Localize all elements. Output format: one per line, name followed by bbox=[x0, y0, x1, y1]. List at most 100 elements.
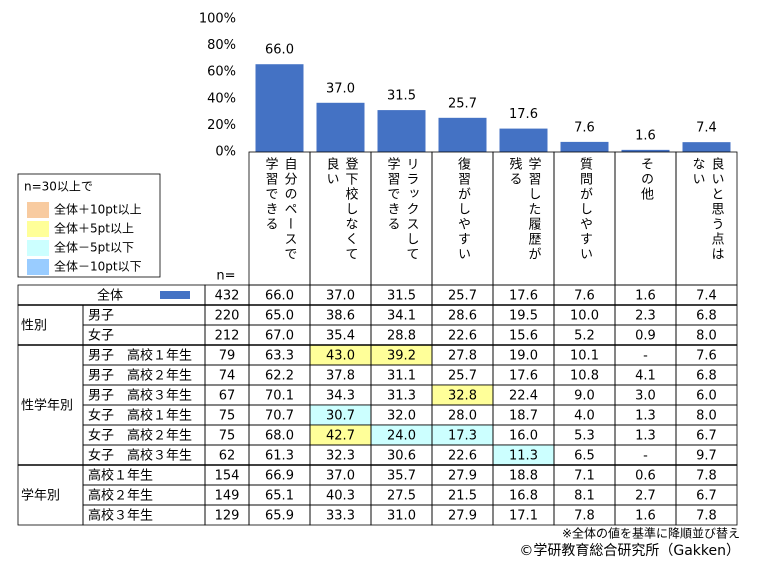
row-label: 女子 高校３年生 bbox=[88, 448, 192, 464]
n-value: 79 bbox=[219, 349, 236, 364]
table-value: 37.0 bbox=[326, 469, 355, 484]
n-value: 75 bbox=[219, 429, 236, 444]
table-value: 42.7 bbox=[326, 429, 355, 444]
table-value: 43.0 bbox=[326, 349, 355, 364]
table-value: 27.8 bbox=[448, 349, 477, 364]
table-value: 61.3 bbox=[265, 449, 294, 464]
table-value: 5.3 bbox=[574, 429, 595, 444]
value-label: 17.6 bbox=[509, 107, 538, 122]
table-value: 7.6 bbox=[574, 289, 595, 304]
category-label: 良いと思う点はない bbox=[689, 157, 724, 262]
highlight bbox=[493, 445, 554, 465]
table-value: - bbox=[643, 449, 648, 464]
highlight bbox=[371, 345, 432, 365]
n-value: 212 bbox=[215, 329, 240, 344]
legend-swatch bbox=[27, 240, 49, 256]
y-tick-label: 0% bbox=[215, 145, 236, 160]
table-value: 6.0 bbox=[696, 389, 717, 404]
table-value: 8.0 bbox=[696, 409, 717, 424]
table-value: 7.6 bbox=[696, 349, 717, 364]
table-value: 6.7 bbox=[696, 429, 717, 444]
table-value: 16.0 bbox=[509, 429, 538, 444]
value-label: 31.5 bbox=[387, 89, 416, 104]
table-value: 19.0 bbox=[509, 349, 538, 364]
table-value: 10.8 bbox=[570, 369, 599, 384]
table-value: 1.6 bbox=[635, 289, 656, 304]
row-label: 全体 bbox=[97, 288, 123, 304]
note: ※全体の値を基準に降順並び替え bbox=[562, 526, 740, 541]
table-value: 1.3 bbox=[635, 409, 656, 424]
table-value: 6.8 bbox=[696, 369, 717, 384]
group-label: 性別 bbox=[21, 319, 47, 334]
table-value: 17.3 bbox=[448, 429, 477, 444]
table-value: 28.6 bbox=[448, 309, 477, 324]
bar bbox=[560, 141, 609, 152]
highlight bbox=[310, 425, 371, 445]
table-value: 17.6 bbox=[509, 369, 538, 384]
table-value: 4.0 bbox=[574, 409, 595, 424]
n-value: 129 bbox=[215, 509, 240, 524]
table-value: 5.2 bbox=[574, 329, 595, 344]
table-value: 39.2 bbox=[387, 349, 416, 364]
row-label: 女子 高校２年生 bbox=[88, 428, 192, 444]
table-value: 65.0 bbox=[265, 309, 294, 324]
table-value: 70.7 bbox=[265, 409, 294, 424]
table-value: 40.3 bbox=[326, 489, 355, 504]
table-value: 34.1 bbox=[387, 309, 416, 324]
category-label: 自分のペースで学習できる bbox=[262, 157, 297, 262]
group-label: 性学年別 bbox=[21, 398, 73, 414]
table-value: 63.3 bbox=[265, 349, 294, 364]
table-value: 10.1 bbox=[570, 349, 599, 364]
bar bbox=[621, 149, 670, 152]
table-value: 7.4 bbox=[696, 289, 717, 304]
table-value: 31.0 bbox=[387, 509, 416, 524]
table-value: 2.3 bbox=[635, 309, 656, 324]
value-label: 1.6 bbox=[635, 128, 656, 143]
table-value: 27.5 bbox=[387, 489, 416, 504]
column-header: リラックスして学習できる bbox=[371, 157, 432, 281]
category-label: 復習がしやすい bbox=[455, 157, 470, 262]
table-value: 6.8 bbox=[696, 309, 717, 324]
table-value: 1.6 bbox=[635, 509, 656, 524]
table-value: 24.0 bbox=[387, 429, 416, 444]
legend-swatch bbox=[27, 202, 49, 218]
table-value: 25.7 bbox=[448, 369, 477, 384]
table-value: 25.7 bbox=[448, 289, 477, 304]
table-value: 7.8 bbox=[696, 469, 717, 484]
n-value: 67 bbox=[219, 389, 236, 404]
table-value: 32.8 bbox=[448, 389, 477, 404]
y-tick-label: 100% bbox=[199, 12, 236, 27]
table-value: 66.9 bbox=[265, 469, 294, 484]
credit: ©学研教育総合研究所（Gakken） bbox=[519, 543, 740, 559]
n-value: 62 bbox=[219, 449, 236, 464]
bar bbox=[316, 102, 365, 152]
group-label: 学年別 bbox=[21, 488, 60, 504]
y-tick-label: 60% bbox=[207, 65, 236, 80]
table-value: - bbox=[643, 349, 648, 364]
row-label: 高校３年生 bbox=[88, 508, 153, 524]
category-label: リラックスして学習できる bbox=[384, 157, 419, 262]
legend-swatch bbox=[27, 259, 49, 275]
table-value: 17.6 bbox=[509, 289, 538, 304]
category-label: 登下校しなくて良い bbox=[323, 157, 358, 262]
bar bbox=[438, 117, 487, 152]
table-value: 17.1 bbox=[509, 509, 538, 524]
table-value: 7.8 bbox=[696, 509, 717, 524]
table-value: 32.0 bbox=[387, 409, 416, 424]
n-value: 74 bbox=[219, 369, 236, 384]
row-label: 男子 高校２年生 bbox=[88, 368, 192, 384]
table-value: 37.8 bbox=[326, 369, 355, 384]
value-label: 25.7 bbox=[448, 96, 477, 111]
table-value: 11.3 bbox=[509, 449, 538, 464]
column-header: 登下校しなくて良い bbox=[310, 157, 371, 281]
table-value: 16.8 bbox=[509, 489, 538, 504]
y-tick-label: 40% bbox=[207, 91, 236, 106]
category-label: 学習した履歴が残る bbox=[506, 157, 541, 262]
column-header: 自分のペースで学習できる bbox=[249, 157, 310, 281]
table-value: 65.1 bbox=[265, 489, 294, 504]
bar bbox=[377, 110, 426, 152]
row-label: 女子 bbox=[88, 328, 114, 344]
table-value: 30.6 bbox=[387, 449, 416, 464]
